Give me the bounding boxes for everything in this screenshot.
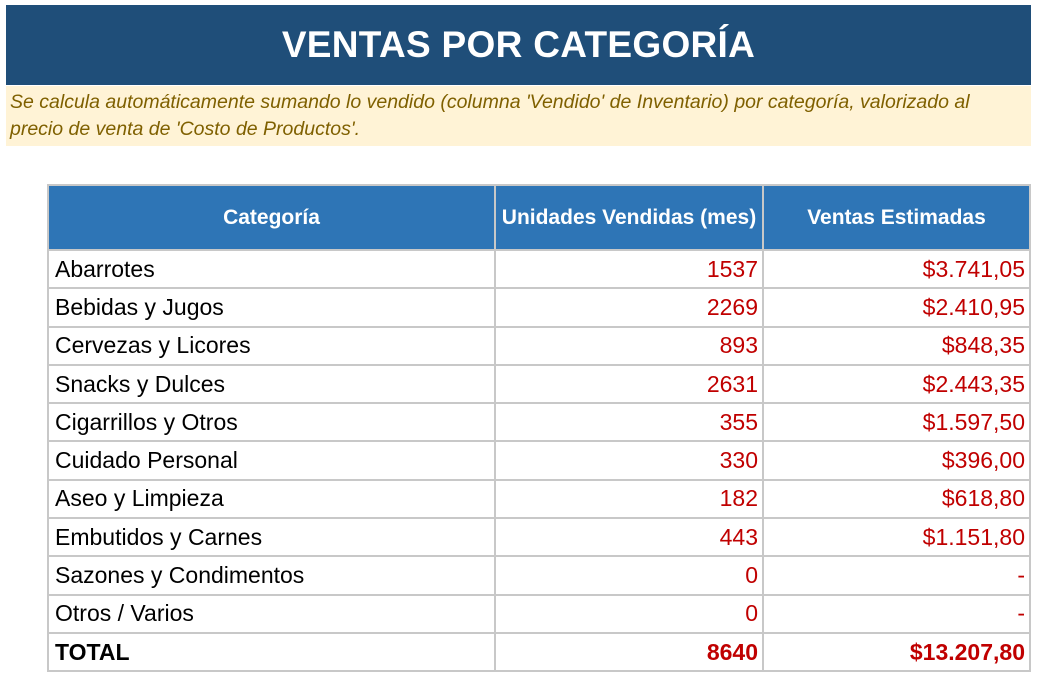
header-category[interactable]: Categoría <box>47 184 496 251</box>
table-row: Bebidas y Jugos 2269 $2.410,95 <box>47 287 1031 328</box>
total-units-cell[interactable]: 8640 <box>494 631 764 673</box>
table-row: Cuidado Personal 330 $396,00 <box>47 440 1031 481</box>
sales-cell[interactable]: $3.741,05 <box>762 248 1031 290</box>
table-row: Otros / Varios 0 - <box>47 593 1031 634</box>
table-row: Aseo y Limpieza 182 $618,80 <box>47 478 1031 520</box>
total-sales-cell[interactable]: $13.207,80 <box>762 631 1031 673</box>
units-cell[interactable]: 1537 <box>494 248 764 290</box>
units-cell[interactable]: 2631 <box>494 363 764 405</box>
units-cell[interactable]: 2269 <box>494 287 764 328</box>
units-cell[interactable]: 893 <box>494 325 764 366</box>
table-row: Sazones y Condimentos 0 - <box>47 555 1031 596</box>
sales-cell[interactable]: $1.597,50 <box>762 402 1031 443</box>
category-cell[interactable]: Cervezas y Licores <box>47 325 496 366</box>
sales-cell[interactable]: - <box>762 593 1031 634</box>
total-row: TOTAL 8640 $13.207,80 <box>47 631 1031 673</box>
total-label-cell[interactable]: TOTAL <box>47 631 496 673</box>
category-cell[interactable]: Otros / Varios <box>47 593 496 634</box>
sales-cell[interactable]: $848,35 <box>762 325 1031 366</box>
category-cell[interactable]: Aseo y Limpieza <box>47 478 496 520</box>
category-cell[interactable]: Bebidas y Jugos <box>47 287 496 328</box>
category-cell[interactable]: Cuidado Personal <box>47 440 496 481</box>
table-row: Abarrotes 1537 $3.741,05 <box>47 248 1031 290</box>
header-units-sold[interactable]: Unidades Vendidas (mes) <box>494 184 764 251</box>
category-cell[interactable]: Sazones y Condimentos <box>47 555 496 596</box>
category-cell[interactable]: Cigarrillos y Otros <box>47 402 496 443</box>
category-cell[interactable]: Abarrotes <box>47 248 496 290</box>
category-cell[interactable]: Embutidos y Carnes <box>47 517 496 558</box>
table-row: Embutidos y Carnes 443 $1.151,80 <box>47 517 1031 558</box>
sales-cell[interactable]: $2.410,95 <box>762 287 1031 328</box>
sales-cell[interactable]: $1.151,80 <box>762 517 1031 558</box>
description-note: Se calcula automáticamente sumando lo ve… <box>6 86 1031 146</box>
units-cell[interactable]: 0 <box>494 593 764 634</box>
sales-cell[interactable]: $618,80 <box>762 478 1031 520</box>
sales-cell[interactable]: $396,00 <box>762 440 1031 481</box>
table-row: Cigarrillos y Otros 355 $1.597,50 <box>47 402 1031 443</box>
title-banner: VENTAS POR CATEGORÍA <box>6 5 1031 85</box>
table-row: Cervezas y Licores 893 $848,35 <box>47 325 1031 366</box>
units-cell[interactable]: 330 <box>494 440 764 481</box>
units-cell[interactable]: 443 <box>494 517 764 558</box>
header-estimated-sales[interactable]: Ventas Estimadas <box>762 184 1031 251</box>
page-title: VENTAS POR CATEGORÍA <box>281 24 756 65</box>
sales-cell[interactable]: - <box>762 555 1031 596</box>
sales-by-category-table: Categoría Unidades Vendidas (mes) Ventas… <box>47 184 1031 673</box>
units-cell[interactable]: 355 <box>494 402 764 443</box>
sales-cell[interactable]: $2.443,35 <box>762 363 1031 405</box>
category-cell[interactable]: Snacks y Dulces <box>47 363 496 405</box>
units-cell[interactable]: 0 <box>494 555 764 596</box>
table-row: Snacks y Dulces 2631 $2.443,35 <box>47 363 1031 405</box>
units-cell[interactable]: 182 <box>494 478 764 520</box>
table-header-row: Categoría Unidades Vendidas (mes) Ventas… <box>47 184 1031 251</box>
